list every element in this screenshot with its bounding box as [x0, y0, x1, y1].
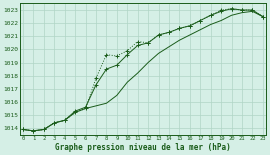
X-axis label: Graphe pression niveau de la mer (hPa): Graphe pression niveau de la mer (hPa) — [55, 143, 231, 152]
